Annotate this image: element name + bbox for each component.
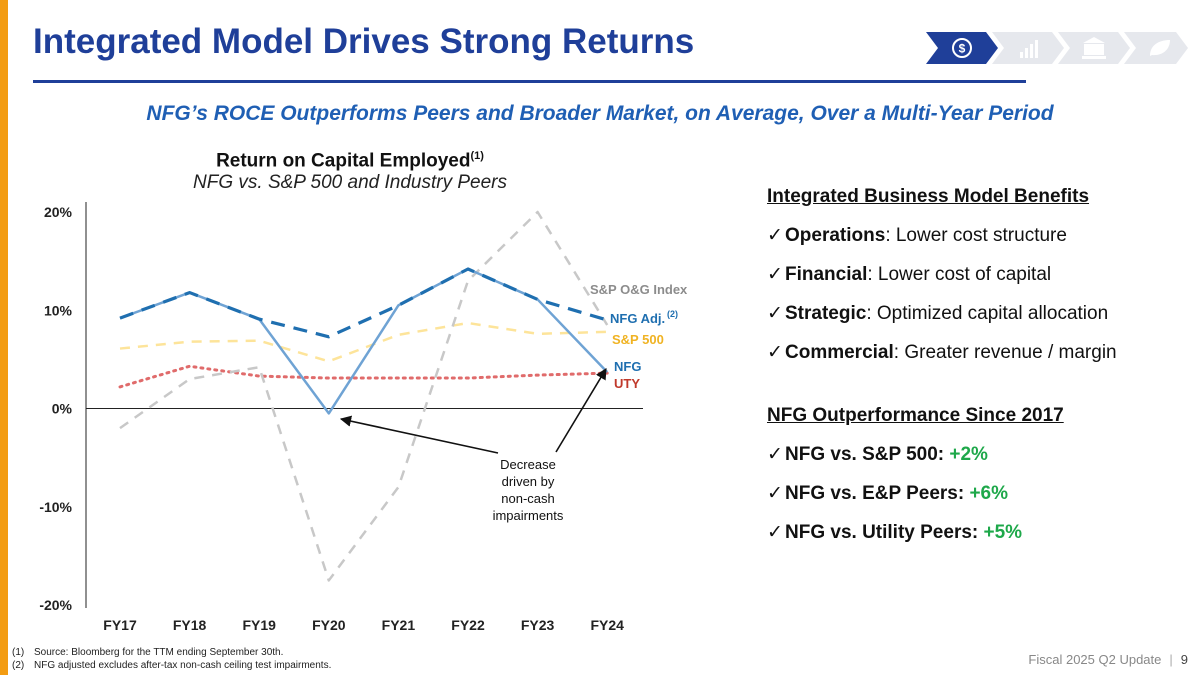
series-label-nfg-adj: NFG Adj. [610,311,665,326]
slide-footer: Fiscal 2025 Q2 Update | 9 [1028,652,1188,667]
section-nav: $ [926,32,1188,64]
x-tick-label: FY21 [382,617,416,633]
x-tick-label: FY20 [312,617,346,633]
x-tick-label: FY18 [173,617,207,633]
annotation-text: non-cash [501,491,554,506]
footnotes: (1) Source: Bloomberg for the TTM ending … [12,646,331,672]
annotation-text: impairments [493,508,564,523]
chart-title-footnote-ref: (1) [470,150,484,162]
annotation-text: Decrease [500,457,556,472]
chart-title: Return on Capital Employed(1) NFG vs. S&… [150,145,550,194]
benefit-text: : Lower cost of capital [867,264,1052,285]
title-underline [33,80,1026,83]
orange-accent-bar [0,0,8,675]
bank-icon [1082,37,1106,59]
nav-step-3[interactable] [1058,32,1130,64]
outperformance-heading: NFG Outperformance Since 2017 [767,405,1064,426]
x-tick-label: FY19 [242,617,276,633]
benefit-item: ✓ Strategic: Optimized capital allocation [767,301,1187,340]
outperformance-item: ✓ NFG vs. Utility Peers: +5% [767,520,1187,559]
benefit-bold: Operations [785,225,886,246]
outperformance-label: NFG vs. S&P 500: [785,444,950,465]
benefits-list: ✓ Operations: Lower cost structure ✓ Financ… [767,223,1187,379]
check-icon: ✓ [767,522,783,543]
outperformance-label: NFG vs. Utility Peers: [785,522,984,543]
x-tick-label: FY17 [103,617,137,633]
outperformance-item: ✓ NFG vs. S&P 500: +2% [767,442,1187,481]
y-tick-label: 20% [44,204,73,220]
page-number: 9 [1180,652,1188,667]
benefit-text: : Optimized capital allocation [866,303,1109,324]
annotation-text: driven by [502,474,555,489]
x-tick-label: FY22 [451,617,485,633]
series-label-s-p-o-g-index: S&P O&G Index [590,282,688,297]
outperformance-label: NFG vs. E&P Peers: [785,483,970,504]
annotation-arrow-fy24 [555,368,607,453]
dollar-cycle-icon: $ [952,38,972,58]
series-label-nfg: NFG [614,359,641,374]
y-tick-label: -10% [39,499,72,515]
outperformance-value: +2% [949,444,988,465]
nav-step-1[interactable]: $ [926,32,998,64]
roce-line-chart: 20% 10% 0% -10% -20% FY17 FY18 FY19 FY20 FY21 FY22… [39,202,688,633]
benefits-panel: Integrated Business Model Benefits ✓ Oper… [767,184,1187,559]
benefit-item: ✓ Financial: Lower cost of capital [767,262,1187,301]
series-line-nfg-adj [119,267,608,339]
check-icon: ✓ [767,342,783,363]
footnote-2: (2) NFG adjusted excludes after-tax non-c… [12,660,332,671]
outperformance-value: +5% [983,522,1023,543]
benefit-item: ✓ Commercial: Greater revenue / margin [767,340,1187,379]
benefit-item: ✓ Operations: Lower cost structure [767,223,1187,262]
y-tick-label: 0% [52,401,73,417]
series-label-uty: UTY [614,376,640,391]
check-icon: ✓ [767,264,783,285]
footnote-1: (1) Source: Bloomberg for the TTM ending … [12,647,284,658]
series-label-footnote-ref: (2) [667,309,678,319]
series-label-s-p-500: S&P 500 [612,332,664,347]
series-line-uty [118,364,609,389]
slide-title: Integrated Model Drives Strong Returns [33,22,695,61]
series-line-s-p-o-g-index [119,210,609,582]
x-tick-label: FY24 [590,617,624,633]
leaf-icon [1150,40,1170,56]
y-tick-label: -20% [39,597,72,613]
benefits-heading: Integrated Business Model Benefits [767,186,1090,207]
series-line-s-p-500 [119,321,608,363]
chart-title-main: Return on Capital Employed [216,150,471,172]
svg-text:$: $ [959,42,966,56]
benefit-bold: Commercial [785,342,894,363]
check-icon: ✓ [767,225,783,246]
benefit-bold: Strategic [785,303,867,324]
check-icon: ✓ [767,483,783,504]
annotation-arrow-fy20 [339,415,499,454]
bar-chart-icon [1020,40,1038,58]
benefit-text: : Lower cost structure [885,225,1067,246]
nav-step-4[interactable] [1124,32,1188,64]
slide-subtitle: NFG’s ROCE Outperforms Peers and Broader… [146,102,1054,125]
benefit-text: : Greater revenue / margin [893,342,1117,363]
benefit-bold: Financial [785,264,868,285]
nav-step-2[interactable] [992,32,1064,64]
check-icon: ✓ [767,444,783,465]
check-icon: ✓ [767,303,783,324]
outperformance-value: +6% [969,483,1009,504]
outperformance-item: ✓ NFG vs. E&P Peers: +6% [767,481,1187,520]
x-tick-label: FY23 [521,617,555,633]
footer-label: Fiscal 2025 Q2 Update [1028,652,1162,667]
y-tick-label: 10% [44,302,73,318]
chart-subtitle: NFG vs. S&P 500 and Industry Peers [193,172,507,194]
outperformance-list: ✓ NFG vs. S&P 500: +2% ✓ NFG vs. E&P Peers:… [767,442,1187,559]
